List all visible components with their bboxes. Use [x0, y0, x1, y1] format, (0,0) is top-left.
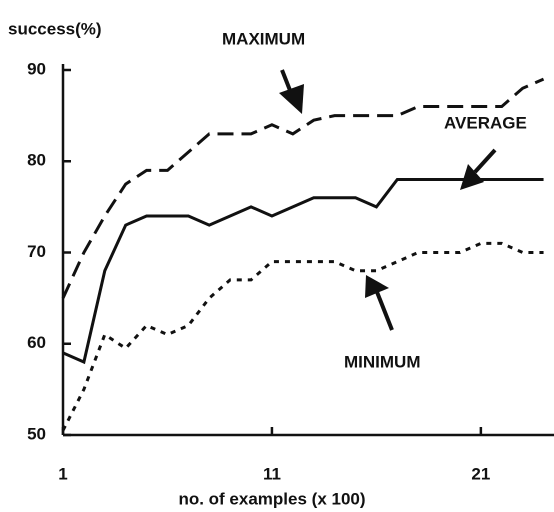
x-tick-label: 1 [58, 464, 67, 483]
y-tick-label: 70 [27, 242, 46, 261]
x-tick-label: 11 [263, 464, 281, 483]
y-tick-label: 80 [27, 151, 46, 170]
y-tick-label: 50 [27, 424, 46, 443]
series-line [61, 241, 544, 432]
series-line [62, 178, 544, 365]
y-axis-label: success(%) [8, 19, 102, 38]
series-line [61, 77, 545, 299]
x-axis-label: no. of examples (x 100) [178, 489, 365, 508]
y-tick-label: 60 [27, 333, 46, 352]
annotation: MINIMUM [344, 352, 420, 371]
x-tick-label: 21 [471, 464, 490, 483]
y-tick-label: 90 [27, 59, 46, 78]
annotation: MAXIMUM [222, 29, 305, 48]
annotation: AVERAGE [444, 113, 527, 132]
arrow [279, 69, 497, 331]
